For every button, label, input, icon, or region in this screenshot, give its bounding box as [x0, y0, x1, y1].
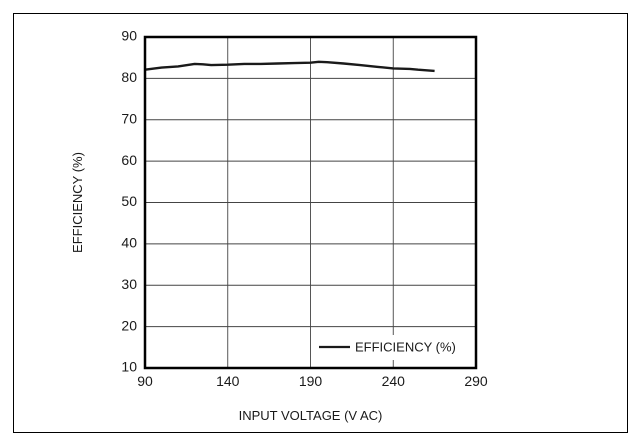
x-tick-label: 290	[464, 373, 488, 389]
series-group	[144, 60, 435, 73]
x-tick-label: 190	[299, 373, 323, 389]
legend: EFFICIENCY (%)	[314, 335, 472, 360]
y-tick-label: 50	[121, 193, 137, 209]
grid-lines	[144, 36, 477, 369]
y-tick-label: 10	[121, 359, 137, 375]
y-tick-label: 80	[121, 69, 137, 85]
y-tick-label: 60	[121, 152, 137, 168]
y-tick-label: 70	[121, 110, 137, 126]
x-tick-labels: 90 140 190 240 290	[137, 373, 488, 389]
efficiency-line	[144, 60, 435, 73]
efficiency-chart: 10 20 30 40 50 60 70 80 90 90 140 190 240 290 EFFICI…	[70, 28, 488, 423]
x-tick-label: 90	[137, 373, 153, 389]
chart-frame: 10 20 30 40 50 60 70 80 90 90 140 190 240 290 EFFICI…	[13, 13, 628, 433]
x-tick-label: 140	[216, 373, 240, 389]
y-tick-label: 30	[121, 276, 137, 292]
x-tick-label: 240	[382, 373, 406, 389]
y-tick-labels: 10 20 30 40 50 60 70 80 90	[121, 28, 137, 375]
plot-area-border	[143, 35, 478, 370]
y-tick-label: 90	[121, 28, 137, 44]
y-tick-label: 40	[121, 235, 137, 251]
y-axis-label: EFFICIENCY (%)	[70, 152, 85, 253]
y-tick-label: 20	[121, 317, 137, 333]
x-axis-label: INPUT VOLTAGE (V AC)	[239, 408, 383, 423]
legend-label: EFFICIENCY (%)	[355, 339, 456, 354]
